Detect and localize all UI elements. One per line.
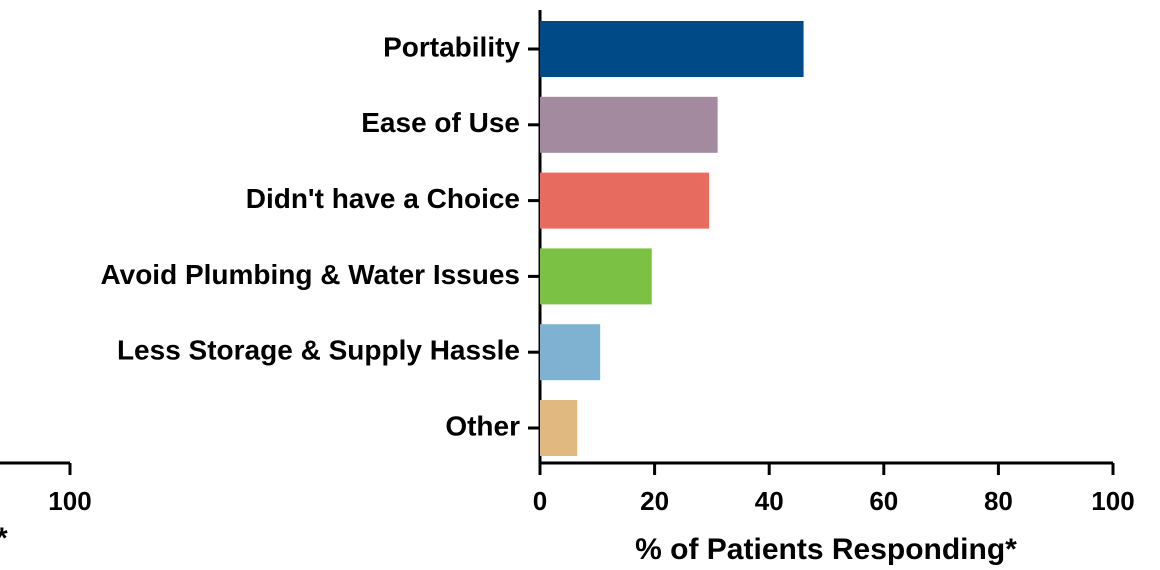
bar <box>540 21 804 77</box>
bar <box>540 96 718 153</box>
bar <box>540 400 578 456</box>
x-tick-label: 60 <box>869 486 898 516</box>
bar <box>540 172 710 229</box>
bar <box>540 324 601 381</box>
x-axis-label: % of Patients Responding* <box>635 533 1017 566</box>
x-tick-label: 20 <box>640 486 669 516</box>
x-tick-label: 100 <box>48 486 91 516</box>
y-tick-label: Less Storage & Supply Hassle <box>117 335 520 366</box>
x-tick-label: 40 <box>755 486 784 516</box>
cropped-label: * <box>0 522 8 555</box>
y-tick-label: Avoid Plumbing & Water Issues <box>100 259 520 290</box>
y-tick-label: Other <box>445 410 520 441</box>
y-tick-label: Portability <box>383 31 520 62</box>
y-tick-label: Ease of Use <box>361 107 520 138</box>
bar <box>540 248 652 305</box>
x-tick-label: 80 <box>984 486 1013 516</box>
y-tick-label: Didn't have a Choice <box>246 183 520 214</box>
x-tick-label: 0 <box>533 486 547 516</box>
x-tick-label: 100 <box>1091 486 1134 516</box>
